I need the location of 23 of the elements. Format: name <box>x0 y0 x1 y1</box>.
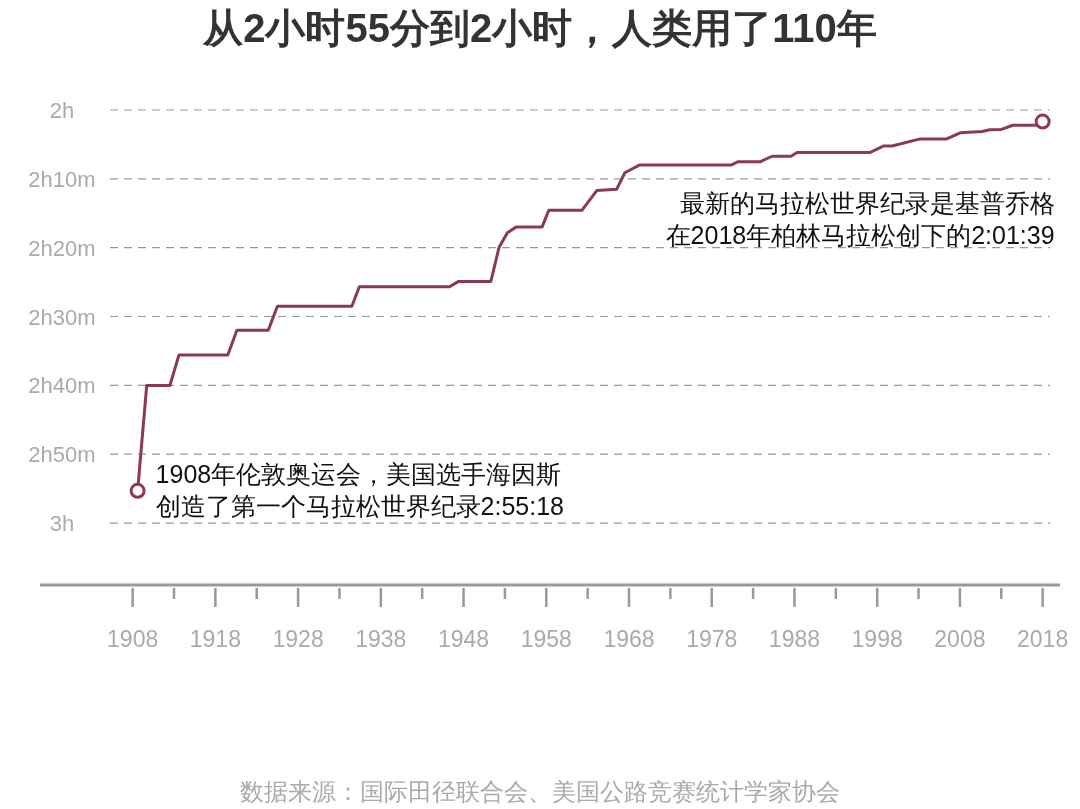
y-tick-label: 2h30m <box>28 304 96 330</box>
x-tick-label: 1918 <box>189 626 241 652</box>
x-tick-label: 1978 <box>686 626 738 652</box>
y-tick-label: 2h10m <box>28 166 96 192</box>
y-tick-label: 2h40m <box>28 373 96 399</box>
x-tick-label: 1908 <box>107 626 159 652</box>
x-tick-label: 1938 <box>355 626 407 652</box>
y-tick-label: 3h <box>49 511 75 537</box>
y-tick-label: 2h50m <box>28 442 96 468</box>
source-note: 数据来源：国际田径联合会、美国公路竞赛统计学家协会 <box>240 778 840 805</box>
x-tick-label: 1958 <box>520 626 572 652</box>
x-tick-label: 2018 <box>1017 626 1069 652</box>
y-tick-label: 2h20m <box>28 235 96 261</box>
x-tick-label: 1998 <box>851 626 903 652</box>
chart-title: 从2小时55分到2小时，人类用了110年 <box>202 6 877 50</box>
annotation: 最新的马拉松世界纪录是基普乔格在2018年柏林马拉松创下的2:01:39 <box>665 188 1055 249</box>
annotation: 1908年伦敦奥运会，美国选手海因斯创造了第一个马拉松世界纪录2:55:18 <box>155 459 565 520</box>
x-tick-label: 1988 <box>768 626 821 652</box>
x-tick-label: 2008 <box>934 626 986 652</box>
x-tick-label: 1948 <box>437 626 490 652</box>
x-tick-label: 1928 <box>272 626 324 652</box>
y-tick-label: 2h <box>49 98 75 123</box>
x-tick-label: 1968 <box>603 626 655 652</box>
